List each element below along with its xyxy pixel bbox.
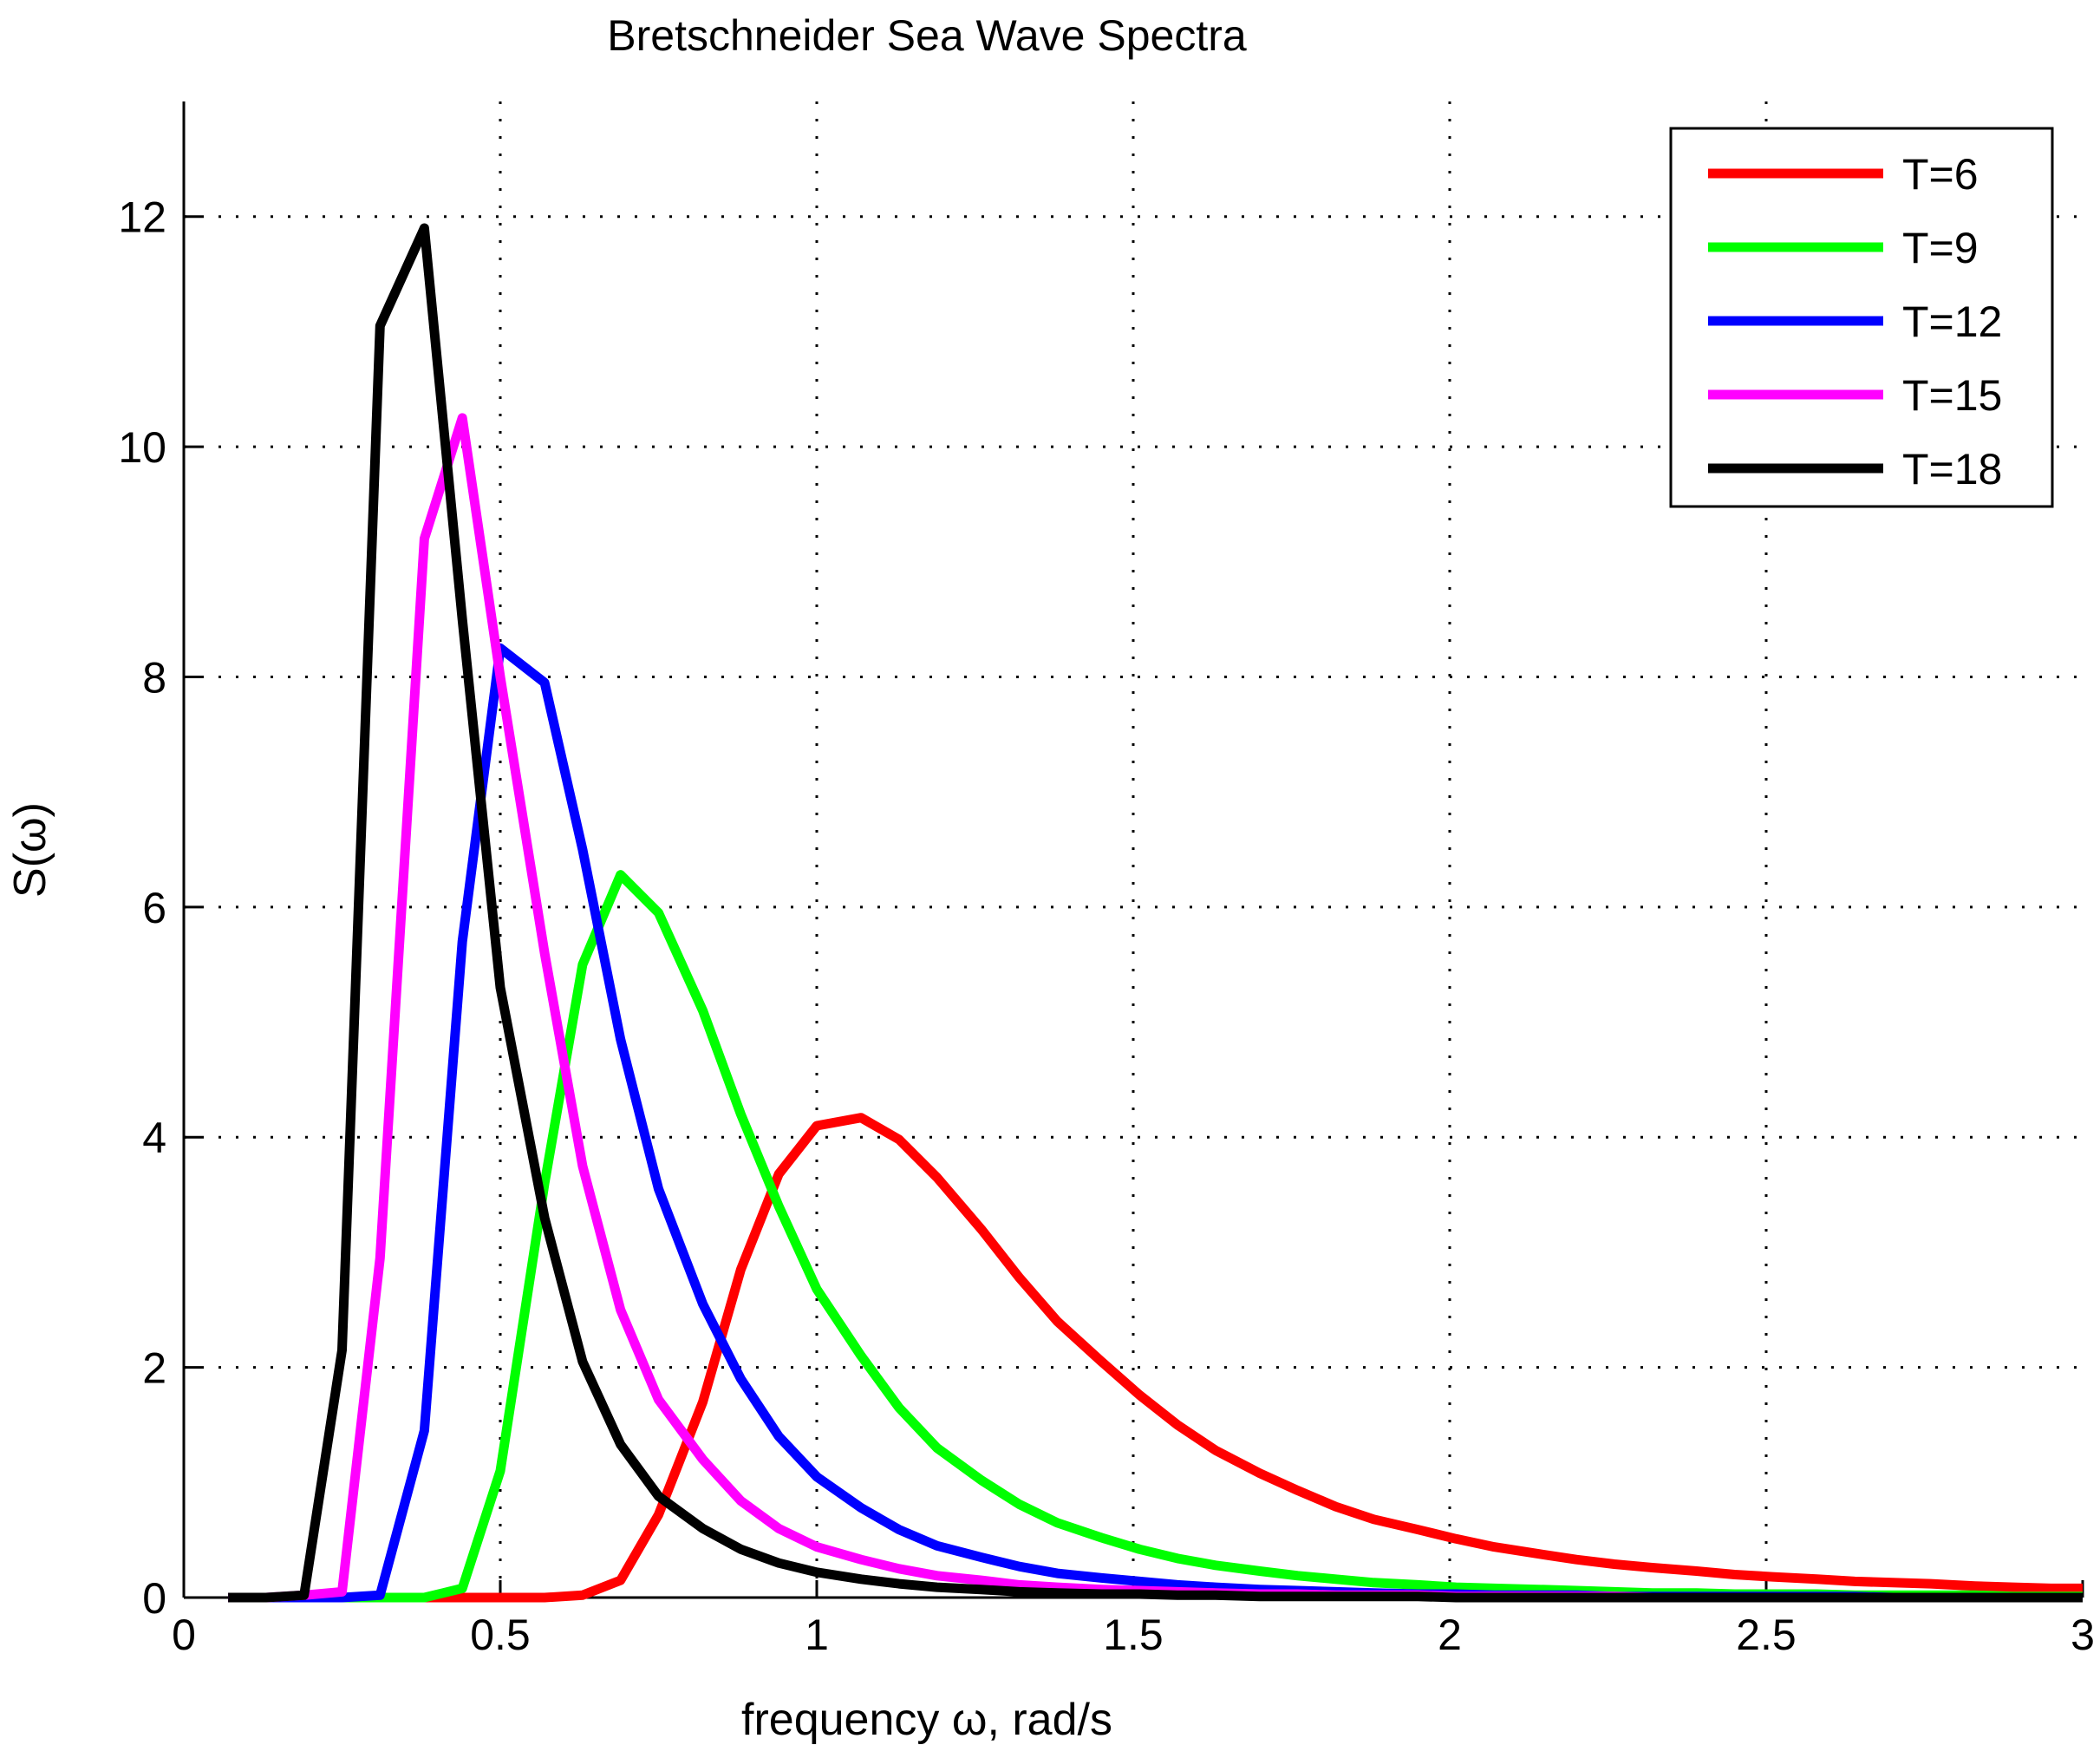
y-tick-label: 12 [118, 193, 166, 242]
x-tick-label: 0 [172, 1611, 196, 1659]
grid [184, 101, 2083, 1598]
series-line-t-18 [228, 223, 2083, 1603]
x-axis-label: frequency ω, rad/s [741, 1695, 1112, 1745]
legend-label: T=6 [1902, 150, 1979, 199]
legend-label: T=18 [1902, 445, 2002, 493]
legend-label: T=12 [1902, 297, 2002, 346]
y-axis-label: S(ω) [5, 802, 55, 898]
x-tick-label: 1 [805, 1611, 829, 1659]
x-tick-label: 3 [2071, 1611, 2095, 1659]
series-line-t-6 [228, 1113, 2083, 1603]
y-tick-label: 2 [142, 1344, 166, 1393]
legend-label: T=15 [1902, 371, 2002, 420]
y-tick-label: 8 [142, 653, 166, 702]
y-tick-label: 10 [118, 423, 166, 472]
y-tick-label: 6 [142, 884, 166, 932]
chart-title: Bretschneider Sea Wave Spectra [607, 11, 1247, 60]
x-tick-label: 2.5 [1736, 1611, 1797, 1659]
y-tick-label: 0 [142, 1574, 166, 1623]
legend-label: T=9 [1902, 224, 1979, 272]
legend: T=6 T=9 T=12 T=15 T=18 [1669, 127, 2054, 508]
series-group [228, 223, 2083, 1603]
x-tick-label: 2 [1438, 1611, 1462, 1659]
y-tick-label: 4 [142, 1114, 166, 1162]
x-tick-label: 1.5 [1103, 1611, 1164, 1659]
x-tick-label: 0.5 [470, 1611, 531, 1659]
